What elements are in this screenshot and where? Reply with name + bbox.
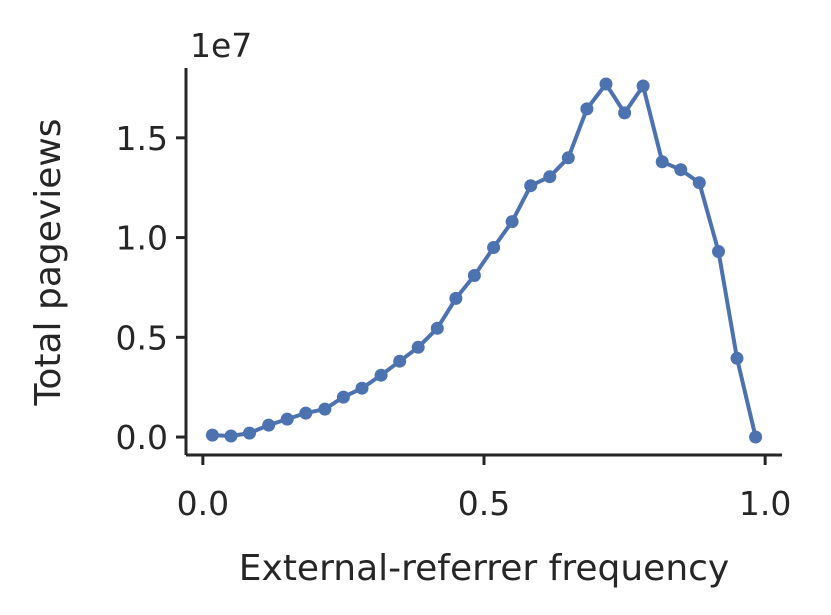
x-tick-label: 0.0: [177, 484, 229, 523]
data-point: [618, 106, 632, 120]
data-point: [355, 381, 369, 395]
series-layer: [205, 77, 763, 444]
data-point: [505, 215, 519, 229]
data-point: [543, 170, 557, 184]
y-tick-label: 1.0: [116, 219, 168, 258]
data-point: [318, 402, 332, 416]
data-point: [205, 428, 219, 442]
data-point: [524, 179, 538, 193]
data-point: [487, 241, 501, 254]
data-point: [599, 77, 613, 91]
y-axis-label: Total pageviews: [28, 118, 69, 406]
x-ticks: 0.0 0.5 1.0: [177, 455, 791, 523]
data-point: [449, 291, 463, 305]
data-point: [280, 412, 294, 426]
data-point: [692, 176, 706, 190]
y-tick-label: 1.5: [116, 119, 168, 158]
y-offset-label: 1e7: [190, 26, 252, 65]
x-tick-label: 1.0: [739, 484, 791, 523]
y-ticks: 0.0 0.5 1.0 1.5: [116, 119, 186, 457]
x-tick-label: 0.5: [458, 484, 510, 523]
data-point: [243, 426, 256, 440]
data-point: [655, 155, 669, 169]
data-point: [636, 79, 650, 93]
data-point: [467, 269, 481, 282]
data-point: [749, 430, 763, 444]
y-tick-label: 0.0: [116, 418, 168, 457]
x-axis-label: External-referrer frequency: [239, 548, 729, 589]
data-point: [374, 368, 388, 382]
series-line: [210, 82, 758, 439]
data-point: [299, 406, 313, 420]
data-point: [411, 340, 425, 354]
data-point: [580, 102, 594, 116]
data-point: [224, 429, 238, 443]
data-point: [336, 390, 350, 404]
data-point: [730, 351, 744, 365]
data-point: [712, 245, 725, 258]
data-point: [393, 354, 407, 368]
data-point: [561, 151, 575, 165]
data-point: [430, 321, 444, 335]
y-tick-label: 0.5: [116, 318, 168, 357]
data-point: [674, 163, 688, 177]
data-point: [262, 418, 276, 432]
